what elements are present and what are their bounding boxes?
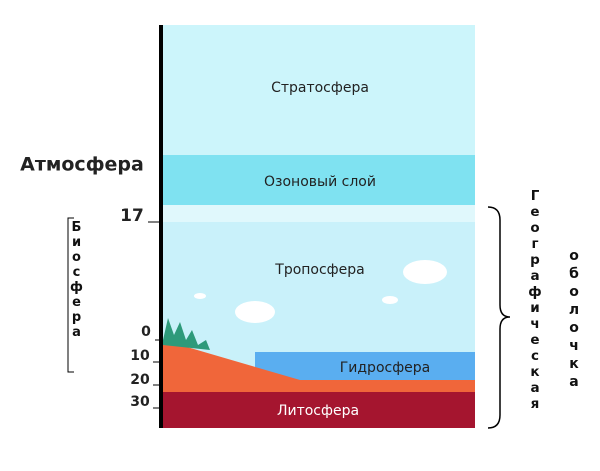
atmosphere-label: Атмосфера: [20, 154, 144, 176]
geo-label: Географическая: [527, 188, 543, 412]
layer-label: Гидросфера: [340, 360, 431, 376]
scale-label: 17: [120, 206, 144, 226]
scale-label: 0: [141, 324, 151, 340]
layer-label: Литосфера: [277, 403, 359, 419]
biosphere-bracket: [67, 217, 74, 373]
biosphere-label: Биосфера: [69, 220, 84, 340]
layer-label: Озоновый слой: [264, 174, 376, 190]
tropopause-band: [163, 205, 475, 222]
cloud: [382, 296, 398, 304]
scale-label: 30: [130, 394, 150, 410]
hydrosphere-layer: [255, 352, 475, 382]
stratosphere-layer: [163, 25, 475, 155]
lithosphere-layer: [163, 392, 475, 428]
geo-brace: [487, 206, 511, 429]
cloud: [194, 293, 206, 299]
ozone-layer: [163, 155, 475, 205]
layer-label: Тропосфера: [274, 262, 364, 278]
geo-label: оболочка: [566, 248, 582, 392]
grass: [163, 318, 210, 350]
layer-label: Стратосфера: [271, 80, 369, 96]
scale-label: 10: [130, 348, 150, 364]
scale-label: 20: [130, 372, 150, 388]
cloud: [403, 260, 447, 284]
land: [163, 340, 475, 392]
cloud: [235, 301, 275, 323]
